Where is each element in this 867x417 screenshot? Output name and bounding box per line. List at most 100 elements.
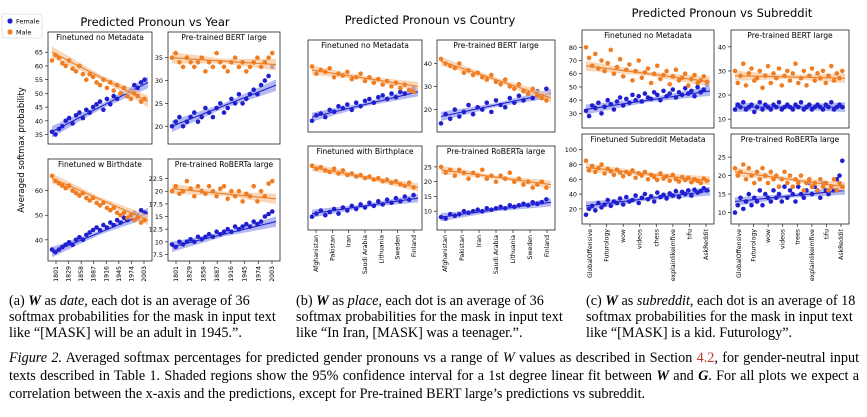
x-tick-label: explainlikeimfive xyxy=(809,229,816,281)
panel-title: Finetuned no Metadata xyxy=(56,33,144,42)
male-point xyxy=(651,174,657,180)
male-point xyxy=(466,176,471,181)
female-point xyxy=(790,191,796,197)
female-point xyxy=(94,225,99,230)
male-point xyxy=(262,60,268,65)
female-point xyxy=(484,206,490,211)
male-point xyxy=(771,71,776,76)
male-point xyxy=(229,60,234,65)
male-point xyxy=(380,82,386,87)
male-point xyxy=(402,183,408,189)
female-point xyxy=(617,196,623,201)
female-point xyxy=(470,208,476,214)
female-point xyxy=(114,96,120,102)
female-point xyxy=(340,205,346,210)
female-point xyxy=(692,93,697,99)
male-point xyxy=(236,64,242,70)
male-point xyxy=(132,217,137,223)
male-point xyxy=(380,178,386,184)
male-point xyxy=(247,64,253,70)
chart-panel: Finetuned with Birthplace Afghanistan Paki… xyxy=(307,145,423,274)
female-point xyxy=(752,109,757,115)
female-point xyxy=(593,208,598,213)
male-point xyxy=(199,55,204,60)
female-point xyxy=(111,222,116,228)
female-point xyxy=(327,107,333,113)
male-point xyxy=(309,64,315,69)
male-point xyxy=(757,68,763,74)
female-point xyxy=(512,204,517,210)
x-tick-label: AskReddit xyxy=(838,228,845,259)
male-point xyxy=(318,67,324,73)
male-point xyxy=(218,186,223,191)
male-point xyxy=(266,181,271,186)
male-point xyxy=(97,203,103,208)
group-title: Predicted Pronoun vs Subreddit xyxy=(632,6,813,20)
male-point xyxy=(118,91,123,96)
female-point xyxy=(232,101,238,106)
female-point xyxy=(796,104,801,110)
male-point xyxy=(639,173,645,178)
female-point xyxy=(589,103,595,108)
female-point xyxy=(820,107,826,112)
female-point xyxy=(199,237,204,242)
x-tick-label: 1801 xyxy=(173,266,180,282)
female-point xyxy=(614,200,620,206)
male-point xyxy=(614,167,620,172)
male-point xyxy=(452,173,458,178)
male-point xyxy=(60,60,65,66)
female-point xyxy=(589,203,595,209)
male-point xyxy=(583,45,589,50)
male-point xyxy=(104,205,110,211)
female-point xyxy=(101,107,106,113)
female-point xyxy=(461,109,467,115)
x-tick-label: Finland xyxy=(544,235,551,257)
male-point xyxy=(327,169,333,175)
female-point xyxy=(608,203,614,209)
female-point xyxy=(380,202,386,207)
male-point xyxy=(837,180,842,186)
female-point xyxy=(138,80,144,85)
female-point xyxy=(676,90,682,95)
female-point xyxy=(512,100,517,105)
male-point xyxy=(90,195,96,201)
female-point xyxy=(314,113,319,118)
female-point xyxy=(624,96,629,102)
female-point xyxy=(498,204,503,210)
male-point xyxy=(180,64,186,70)
y-tick-label: 25 xyxy=(718,154,726,162)
female-point xyxy=(90,104,96,110)
female-point xyxy=(177,239,182,245)
male-point xyxy=(673,67,679,73)
female-point xyxy=(345,208,350,213)
female-point xyxy=(53,132,58,137)
female-point xyxy=(732,107,738,112)
male-point xyxy=(87,71,92,77)
female-point xyxy=(87,110,92,115)
female-point xyxy=(77,110,82,115)
female-point xyxy=(664,93,669,99)
female-point xyxy=(371,203,377,209)
y-tick-label: 20 xyxy=(424,106,432,114)
group-title: Predicted Pronoun vs Year xyxy=(80,15,230,29)
y-tick-label: 55 xyxy=(35,76,43,84)
female-point xyxy=(70,121,75,126)
male-point xyxy=(125,215,130,220)
male-point xyxy=(658,76,663,82)
male-point xyxy=(507,84,513,89)
female-point xyxy=(84,232,89,238)
female-point xyxy=(63,118,68,124)
x-tick-label: 2003 xyxy=(141,266,148,282)
male-point xyxy=(776,66,782,71)
panel-title: Finetuned Subreddit Metadata xyxy=(590,135,705,144)
male-point xyxy=(667,82,672,87)
x-tick-label: Sweden xyxy=(395,235,402,260)
male-point xyxy=(586,55,592,61)
male-point xyxy=(353,75,359,80)
female-point xyxy=(251,219,256,224)
y-tick-label: 45 xyxy=(35,104,43,112)
male-point xyxy=(80,71,86,77)
male-point xyxy=(461,70,467,75)
male-point xyxy=(470,170,476,176)
female-point xyxy=(353,100,359,105)
